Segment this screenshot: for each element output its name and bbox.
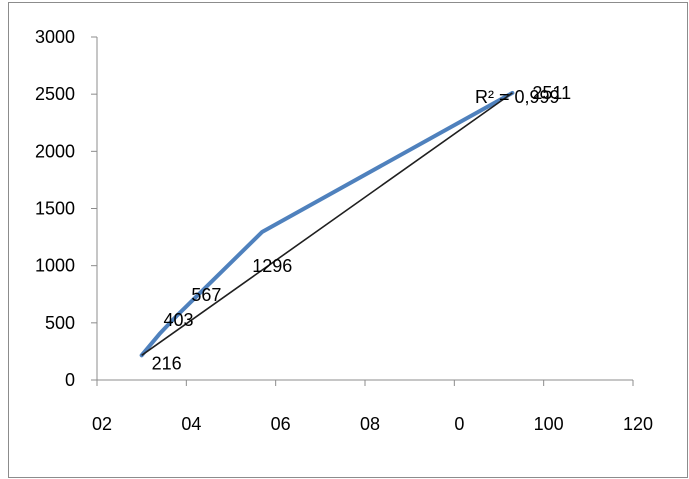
data-label: 1296: [252, 256, 292, 276]
y-tick-label: 2500: [35, 84, 75, 104]
x-ticks: 02 04 06 08 0 100 120: [92, 380, 653, 434]
trendline: [141, 92, 513, 356]
x-tick-label: 06: [271, 414, 291, 434]
chart-frame: [8, 2, 688, 478]
x-tick-label: 120: [623, 414, 653, 434]
r-squared-label: R² = 0,999: [475, 87, 560, 107]
y-tick-label: 500: [45, 313, 75, 333]
y-ticks: 0 500 1000 1500 2000 2500 3000: [35, 27, 97, 390]
x-tick-label: 02: [92, 414, 112, 434]
y-tick-label: 3000: [35, 27, 75, 47]
y-tick-label: 1500: [35, 199, 75, 219]
x-tick-label: 100: [534, 414, 564, 434]
x-tick-label: 0: [454, 414, 464, 434]
x-tick-label: 04: [181, 414, 201, 434]
data-label: 403: [164, 310, 194, 330]
y-tick-label: 1000: [35, 256, 75, 276]
y-tick-label: 2000: [35, 141, 75, 161]
x-tick-label: 08: [360, 414, 380, 434]
y-tick-label: 0: [65, 370, 75, 390]
data-label: 216: [152, 353, 182, 373]
data-label: 567: [191, 285, 221, 305]
plot-area: [139, 90, 515, 358]
data-label: 2511: [532, 83, 571, 103]
